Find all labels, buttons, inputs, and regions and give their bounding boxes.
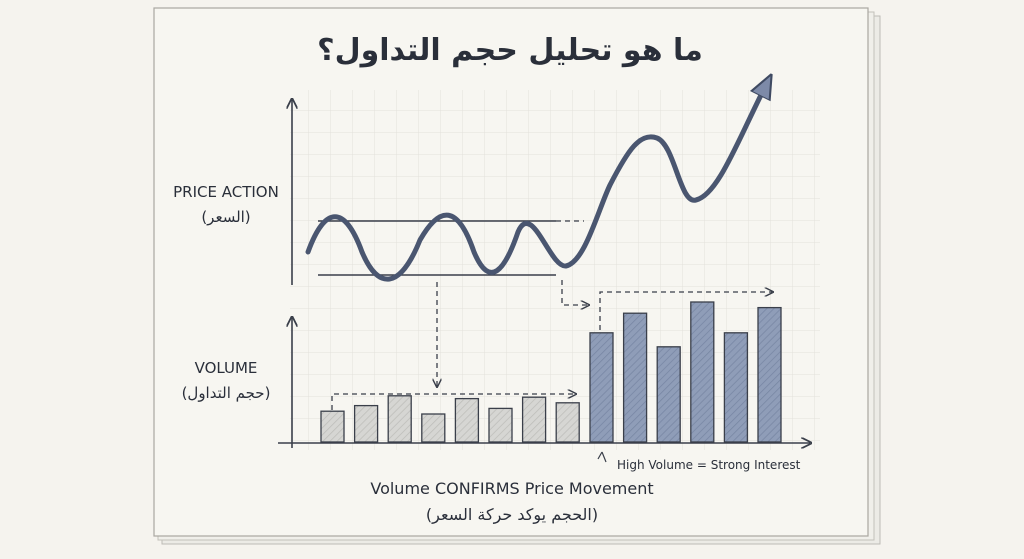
price-label-en: PRICE ACTION xyxy=(173,183,279,201)
high-volume-bar-3 xyxy=(656,346,681,443)
caption-ar: (الحجم يوكد حركة السعر) xyxy=(426,505,598,525)
price-action-line xyxy=(305,85,766,282)
low-volume-bar-3 xyxy=(387,395,412,443)
low-volume-bar-6 xyxy=(488,407,513,443)
high-volume-bar-1 xyxy=(589,332,614,443)
high-volume-bracket xyxy=(599,292,772,330)
high-volume-bar-4 xyxy=(690,301,715,443)
low-volume-bar-4 xyxy=(421,413,446,443)
high-volume-bar-5 xyxy=(723,332,749,443)
annotation-arrow-icon xyxy=(597,451,607,463)
volume-label-en: VOLUME xyxy=(195,359,258,377)
low-volume-bar-7 xyxy=(521,396,547,443)
high-volume-bar-2 xyxy=(622,312,648,443)
low-volume-bar-1 xyxy=(320,410,345,443)
volume-label-ar: (حجم التداول) xyxy=(182,384,271,402)
high-volume-bar-6 xyxy=(757,306,782,443)
low-volume-bar-8 xyxy=(555,402,580,443)
price-label-ar: (السعر) xyxy=(201,208,250,226)
caption-en: Volume CONFIRMS Price Movement xyxy=(370,479,653,498)
low-volume-bar-5 xyxy=(454,397,480,443)
volume-bars xyxy=(320,301,782,443)
diagram-title: ما هو تحليل حجم التداول؟ xyxy=(317,33,703,68)
low-volume-bar-2 xyxy=(353,404,379,443)
volume-annotation: High Volume = Strong Interest xyxy=(617,458,801,472)
